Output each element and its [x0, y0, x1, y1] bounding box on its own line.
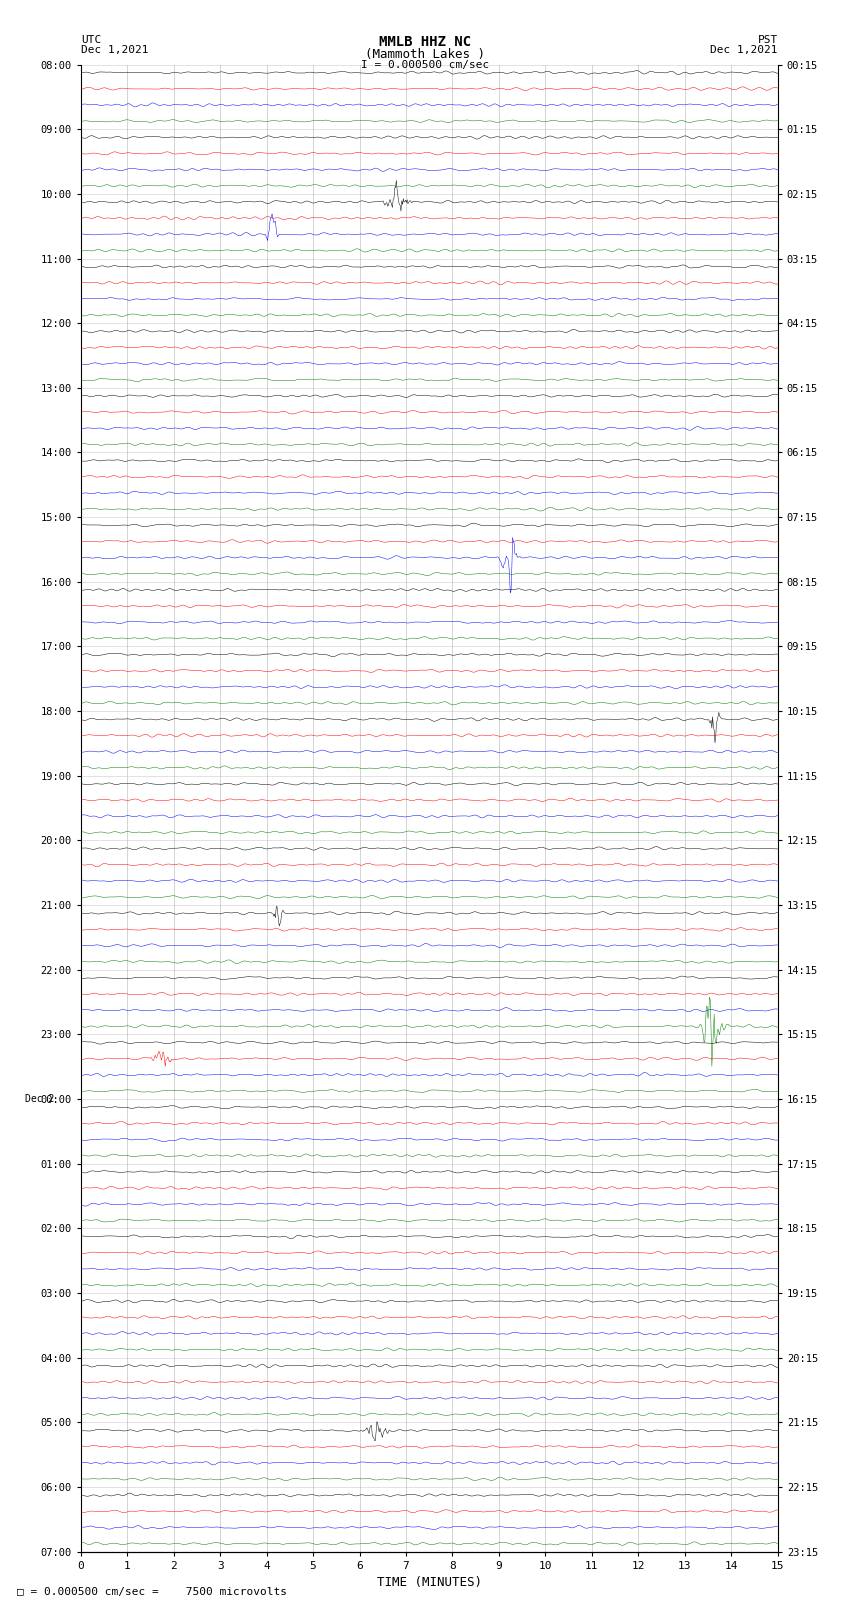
Text: □ = 0.000500 cm/sec =    7500 microvolts: □ = 0.000500 cm/sec = 7500 microvolts	[17, 1587, 287, 1597]
X-axis label: TIME (MINUTES): TIME (MINUTES)	[377, 1576, 482, 1589]
Text: I = 0.000500 cm/sec: I = 0.000500 cm/sec	[361, 60, 489, 69]
Text: Dec 1,2021: Dec 1,2021	[711, 45, 778, 55]
Text: (Mammoth Lakes ): (Mammoth Lakes )	[365, 48, 485, 61]
Text: Dec 1,2021: Dec 1,2021	[81, 45, 148, 55]
Text: UTC: UTC	[81, 35, 101, 45]
Text: PST: PST	[757, 35, 778, 45]
Text: Dec 2: Dec 2	[25, 1094, 54, 1103]
Text: MMLB HHZ NC: MMLB HHZ NC	[379, 35, 471, 50]
